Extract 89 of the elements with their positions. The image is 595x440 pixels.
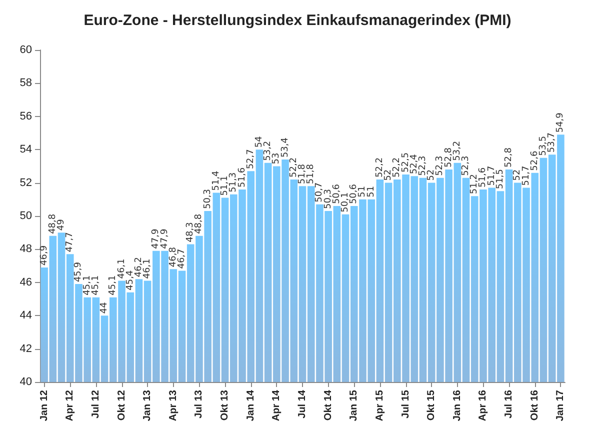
data-label: 51,4 [211, 170, 222, 191]
data-label: 51,8 [298, 164, 308, 184]
data-label: 47,7 [65, 232, 76, 252]
x-tick-label: Jan 12 [38, 390, 50, 422]
x-tick-label: Okt 12 [116, 390, 128, 421]
x-tick-label: Jul 15 [400, 390, 412, 418]
data-label: 53,4 [280, 137, 290, 158]
data-label: 52,8 [504, 147, 514, 168]
data-label: 48,8 [48, 214, 58, 234]
y-tick-label: 50 [20, 210, 32, 222]
data-label: 46,8 [168, 246, 178, 268]
data-label: 50,3 [202, 188, 213, 210]
x-tick-label: Apr 13 [168, 390, 179, 422]
data-label: 51,6 [237, 167, 248, 188]
data-label: 51,2 [470, 174, 480, 194]
data-label: 52,8 [444, 147, 454, 168]
x-tick-label: Apr 16 [478, 390, 489, 422]
x-tick-label: Jan 13 [142, 390, 154, 422]
data-label: 52,2 [392, 157, 402, 178]
data-label: 46,1 [142, 258, 153, 279]
data-label: 49 [56, 218, 67, 231]
x-tick-label: Okt 16 [529, 390, 540, 421]
y-tick-label: 54 [20, 144, 32, 156]
data-label: 47,9 [160, 228, 170, 249]
x-tick-label: Okt 15 [426, 390, 438, 421]
x-tick-label: Jan 15 [348, 390, 360, 422]
data-label: 52,3 [461, 156, 472, 176]
data-label: 50,6 [349, 184, 360, 204]
data-label: 54 [254, 136, 264, 148]
x-tick-label: Jan 16 [452, 390, 463, 422]
data-label: 51,6 [478, 167, 488, 188]
y-tick-label: 42 [20, 342, 32, 355]
data-label: 46,2 [134, 257, 144, 278]
data-label: 45,1 [90, 275, 101, 296]
data-label: 46,9 [39, 245, 50, 266]
data-label: 47,9 [151, 228, 162, 249]
data-label: 53,7 [547, 132, 558, 153]
y-tick-label: 56 [20, 110, 32, 122]
x-tick-label: Apr 15 [374, 390, 386, 422]
x-tick-label: Jul 13 [194, 390, 205, 418]
chart-title: Euro-Zone - Herstellungsindex Einkaufsmanagerindex (PMI) [84, 12, 512, 29]
x-tick-label: Jul 14 [297, 390, 308, 418]
data-label: 44 [100, 302, 110, 314]
data-label: 51,7 [521, 166, 532, 186]
data-label: 53,5 [538, 136, 548, 156]
y-tick-label: 48 [20, 243, 32, 256]
data-label: 51,7 [486, 166, 497, 186]
x-tick-label: Apr 12 [64, 390, 76, 422]
x-tick-label: Jan 14 [245, 390, 256, 422]
y-tick-label: 58 [20, 77, 32, 90]
data-label: 53 [272, 152, 282, 164]
y-tick-label: 46 [20, 276, 32, 288]
x-tick-label: Jul 16 [504, 390, 515, 418]
data-label: 52,2 [374, 157, 385, 178]
y-tick-label: 40 [20, 376, 32, 388]
data-label: 50,3 [323, 188, 334, 210]
data-label: 52,5 [400, 152, 411, 172]
data-label: 52,2 [288, 157, 299, 178]
x-tick-label: Okt 14 [322, 390, 334, 421]
data-label: 54,9 [556, 112, 566, 133]
x-tick-label: Apr 14 [271, 390, 282, 422]
data-label: 46,7 [177, 248, 188, 269]
data-label: 48,8 [194, 214, 204, 234]
data-label: 52,3 [435, 156, 446, 176]
data-label: 51,3 [228, 172, 239, 192]
data-label: 52 [426, 169, 437, 181]
data-label: 46,1 [116, 258, 127, 279]
y-tick-label: 52 [20, 176, 32, 189]
data-label: 52 [512, 169, 523, 181]
x-tick-label: Okt 13 [220, 390, 231, 421]
x-tick-label: Jan 17 [555, 390, 566, 422]
data-label: 45,4 [125, 270, 136, 290]
x-tick-label: Jul 12 [90, 390, 102, 418]
data-label: 52,7 [246, 149, 256, 170]
data-label: 51 [366, 186, 376, 198]
data-label: 45,1 [108, 275, 118, 296]
y-tick-label: 44 [20, 310, 32, 322]
data-label: 51,8 [306, 164, 316, 184]
data-label: 53,2 [452, 140, 462, 161]
data-label: 51 [358, 186, 368, 198]
data-label: 50,7 [314, 182, 325, 202]
data-label: 52,3 [418, 156, 428, 176]
data-label: 52,4 [409, 154, 420, 174]
y-tick-label: 60 [20, 44, 32, 56]
data-label: 45,1 [82, 275, 92, 296]
data-label: 51,5 [495, 169, 506, 190]
data-label: 50,6 [332, 184, 342, 204]
data-label: 45,9 [74, 262, 84, 282]
data-label: 52,6 [530, 150, 540, 171]
